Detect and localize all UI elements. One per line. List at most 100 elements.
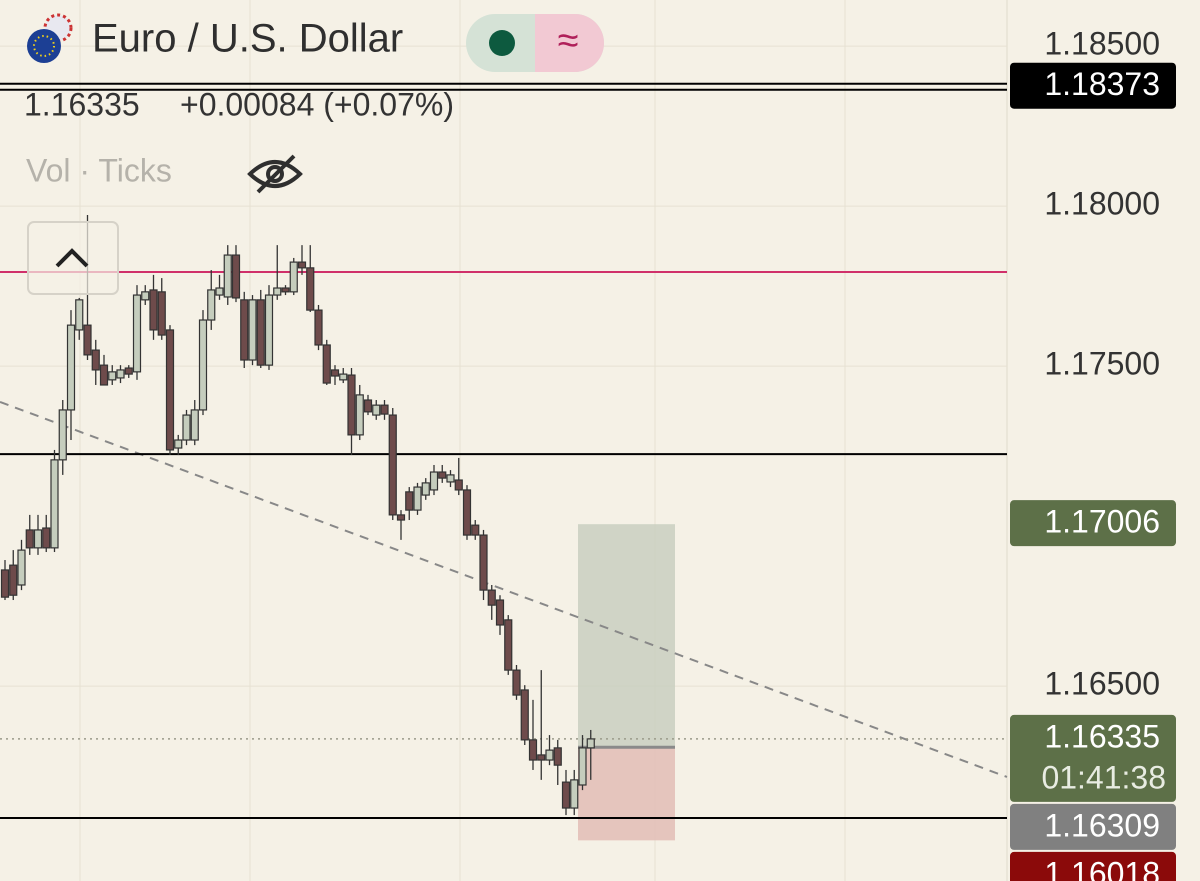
candle-body <box>297 261 307 269</box>
candle-body <box>537 754 546 761</box>
candle-body <box>438 471 447 479</box>
candle-body <box>471 524 480 536</box>
price-change: +0.00084 (+0.07%) <box>180 86 454 122</box>
candle-body <box>289 261 298 293</box>
price-label: 1.18373 <box>1044 66 1160 102</box>
collapse-button[interactable] <box>27 221 119 295</box>
candle-body <box>215 287 224 296</box>
trend-line <box>0 401 1008 778</box>
candle-body <box>578 747 587 786</box>
candle-body <box>174 439 183 449</box>
candle-body <box>553 747 562 766</box>
candle-body <box>347 374 356 436</box>
price-label: 1.17006 <box>1044 504 1160 540</box>
candle-body <box>149 289 158 331</box>
candle-body <box>83 324 92 356</box>
candle-body <box>306 267 315 311</box>
candle-body <box>561 781 571 809</box>
price-label: 1.16018 <box>1044 855 1160 881</box>
candle-body <box>454 479 463 491</box>
candle-body <box>586 738 595 749</box>
price-label: 1.16335 <box>1044 718 1160 754</box>
candle-body <box>9 564 18 596</box>
candle-body <box>495 599 505 626</box>
candle-body <box>545 749 554 761</box>
price-label-box <box>1010 62 1176 109</box>
candle-body <box>256 299 265 366</box>
candle-body <box>570 779 579 809</box>
candle-body <box>0 569 10 598</box>
candle-body <box>198 319 208 411</box>
candle-body <box>380 404 389 415</box>
indicator-label: Vol · Ticks <box>26 152 172 188</box>
candle-body <box>207 289 216 321</box>
candle-body <box>116 369 125 379</box>
y-tick-label: 1.16500 <box>1044 666 1160 702</box>
last-price: 1.16335 <box>24 86 140 122</box>
candle-body <box>528 739 538 761</box>
candle-body <box>281 287 290 293</box>
candle-body <box>413 486 422 511</box>
candle-body <box>479 534 488 591</box>
candle-body <box>504 619 513 671</box>
candle-body <box>446 474 455 483</box>
candle-body <box>132 294 142 373</box>
svg-text:≈: ≈ <box>558 20 579 62</box>
candle-body <box>363 399 373 413</box>
candle-body <box>75 299 84 331</box>
candle-body <box>273 287 282 296</box>
candle-body <box>124 367 133 375</box>
price-label-box <box>1010 851 1176 881</box>
price-label-box <box>1010 500 1176 547</box>
candle-body <box>165 329 175 451</box>
candle-body <box>42 527 51 549</box>
flag-icon <box>27 13 73 63</box>
loss-zone <box>578 747 675 841</box>
candle-body <box>99 364 109 386</box>
grid-layer <box>79 0 1008 881</box>
candle-body <box>91 349 100 371</box>
marks-layer <box>0 45 1008 841</box>
candle-body <box>58 409 67 461</box>
price-label-box <box>1010 714 1176 802</box>
profit-zone <box>578 524 675 748</box>
candle-body <box>314 309 323 346</box>
status-toggle[interactable]: ≈ <box>466 14 604 72</box>
candle-body <box>372 404 381 416</box>
labels-layer: 1.18500 1.18000 1.17500 1.16500 1.18373 1.170… <box>1010 26 1176 881</box>
candle-body <box>520 689 529 741</box>
candle-body <box>17 549 26 586</box>
candle-body <box>190 409 199 441</box>
candle-body <box>157 291 166 336</box>
candle-body <box>355 394 364 436</box>
candle-body <box>66 324 76 411</box>
candle-body <box>487 589 496 606</box>
price-label: 1.16309 <box>1044 807 1160 843</box>
candle-body <box>231 254 241 299</box>
candle-body <box>339 373 348 381</box>
candle-body <box>330 369 340 377</box>
candle-body <box>50 459 59 549</box>
y-tick-label: 1.18000 <box>1044 186 1160 222</box>
candle-body <box>248 299 257 361</box>
symbol-title: Euro / U.S. Dollar <box>92 17 403 61</box>
candle-body <box>25 529 34 549</box>
candle-body <box>405 491 414 511</box>
candle-body <box>182 414 191 441</box>
candle-body <box>141 291 150 301</box>
candle-body <box>388 414 397 516</box>
candle-body <box>421 482 430 496</box>
price-label-box <box>1010 803 1176 850</box>
hide-indicator-icon[interactable] <box>247 154 303 194</box>
candle-body <box>429 471 439 491</box>
y-tick-label: 1.17500 <box>1044 346 1160 382</box>
candle-body <box>396 514 406 521</box>
candle-body <box>33 529 43 549</box>
countdown-label: 01:41:38 <box>1041 759 1166 795</box>
candle-body <box>108 371 117 381</box>
candle-body <box>240 299 249 361</box>
candle-body <box>512 669 521 696</box>
y-tick-label: 1.18500 <box>1044 26 1160 62</box>
